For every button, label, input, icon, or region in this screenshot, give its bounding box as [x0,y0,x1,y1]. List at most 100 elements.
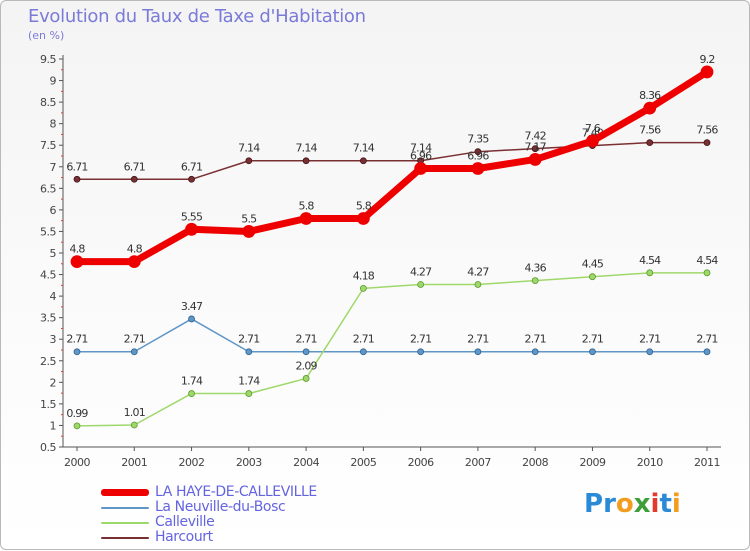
y-tick-label: 6 [50,204,57,217]
data-label-la-neuville-du-bosc: 3.47 [181,300,203,313]
data-point-la-haye-de-calleville [643,101,657,115]
data-point-la-neuville-du-bosc [188,315,195,323]
data-label-la-haye-de-calleville: 7.6 [585,122,601,135]
data-point-la-haye-de-calleville [528,153,542,166]
data-label-la-haye-de-calleville: 5.8 [299,200,315,213]
x-tick-label: 2009 [579,456,605,469]
data-label-la-haye-de-calleville: 5.5 [241,212,257,225]
logo-letter: P [584,489,604,519]
data-point-la-neuville-du-bosc [359,348,367,356]
x-tick-label: 2006 [408,456,434,469]
data-point-calleville [245,390,253,397]
data-point-la-haye-de-calleville [299,212,313,225]
data-point-calleville [646,269,654,277]
data-point-harcourt [188,175,195,183]
series-line-harcourt [76,141,708,181]
data-point-calleville [589,273,596,281]
legend-swatch [101,536,149,539]
data-point-la-haye-de-calleville [185,222,198,236]
data-point-la-neuville-du-bosc [130,348,138,356]
y-tick-label: 3 [50,333,57,346]
data-label-la-neuville-du-bosc: 2.71 [238,333,259,346]
legend-swatch [101,521,149,524]
data-label-harcourt: 7.14 [238,142,260,155]
data-point-harcourt [703,139,711,147]
x-tick-label: 2011 [694,456,720,469]
data-point-la-neuville-du-bosc [474,348,482,356]
x-tick-label: 2000 [64,456,90,469]
y-axis-unit: (en %) [28,29,65,42]
data-point-harcourt [73,175,81,183]
data-label-calleville: 4.54 [639,254,661,267]
data-label-la-haye-de-calleville: 7.17 [525,140,547,153]
data-label-la-neuville-du-bosc: 2.71 [66,333,87,346]
data-point-la-haye-de-calleville [356,212,370,225]
x-tick-label: 2003 [236,456,262,469]
legend-item: Calleville [101,515,317,530]
data-point-calleville [417,281,425,288]
x-tick-label: 2007 [465,456,491,469]
data-label-la-haye-de-calleville: 4.8 [69,243,85,256]
data-label-la-neuville-du-bosc: 2.71 [353,333,374,346]
x-tick-label: 2008 [522,456,548,469]
y-tick-label: 8 [50,118,57,131]
y-tick-label: 2.5 [40,355,56,368]
data-label-la-haye-de-calleville: 9.2 [699,53,714,66]
data-label-calleville: 4.54 [696,254,718,267]
logo-letter: o [615,489,634,519]
data-label-harcourt: 7.35 [467,133,489,146]
data-point-calleville [73,422,81,430]
data-point-la-neuville-du-bosc [245,348,253,356]
data-label-harcourt: 7.14 [353,142,375,155]
legend-swatch [101,489,149,496]
data-label-harcourt: 6.71 [124,160,145,173]
legend-item: Harcourt [101,530,317,545]
y-tick-label: 1 [50,419,57,432]
data-point-calleville [474,281,482,288]
data-label-la-neuville-du-bosc: 2.71 [410,333,431,346]
data-label-la-neuville-du-bosc: 2.71 [467,333,488,346]
data-point-harcourt [646,139,654,147]
legend: LA HAYE-DE-CALLEVILLE La Neuville-du-Bosc… [101,485,317,545]
data-point-la-haye-de-calleville [586,134,599,148]
data-point-la-neuville-du-bosc [646,348,654,356]
y-tick-label: 0.5 [40,441,56,454]
data-label-la-neuville-du-bosc: 2.71 [639,333,660,346]
y-tick-label: 8.5 [40,96,56,109]
data-label-la-haye-de-calleville: 5.55 [181,210,203,223]
data-point-la-haye-de-calleville [127,255,141,269]
data-label-la-neuville-du-bosc: 2.71 [124,333,145,346]
y-tick-label: 7.5 [40,139,56,152]
chart-title: Evolution du Taux de Taxe d'Habitation [28,6,366,27]
proxiti-logo: Proxiti [584,489,681,519]
data-label-la-haye-de-calleville: 6.96 [467,150,489,163]
y-tick-label: 2 [50,376,57,389]
data-label-harcourt: 7.42 [525,130,546,143]
data-point-la-neuville-du-bosc [417,348,425,356]
legend-label: LA HAYE-DE-CALLEVILLE [155,484,317,500]
data-point-calleville [703,269,711,277]
data-label-harcourt: 7.56 [639,124,661,137]
data-label-calleville: 1.74 [181,375,203,388]
data-point-la-neuville-du-bosc [302,348,310,356]
y-tick-label: 1.5 [40,398,56,411]
series-line-la-neuville-du-bosc [76,318,708,353]
data-label-calleville: 4.27 [410,265,432,278]
data-label-calleville: 4.45 [582,258,604,271]
data-label-harcourt: 7.14 [295,142,317,155]
data-point-harcourt [474,148,482,156]
y-tick-label: 6.5 [40,182,56,195]
data-label-la-neuville-du-bosc: 2.71 [295,333,316,346]
data-point-la-neuville-du-bosc [703,348,711,356]
data-point-harcourt [245,157,253,165]
x-tick-label: 2010 [637,456,663,469]
x-tick-label: 2005 [350,456,376,469]
data-point-calleville [359,284,367,292]
data-point-la-haye-de-calleville [242,225,256,238]
y-tick-label: 3.5 [40,312,56,325]
legend-item: LA HAYE-DE-CALLEVILLE [101,485,317,500]
data-label-calleville: 1.74 [238,375,260,388]
data-point-la-haye-de-calleville [700,65,714,79]
